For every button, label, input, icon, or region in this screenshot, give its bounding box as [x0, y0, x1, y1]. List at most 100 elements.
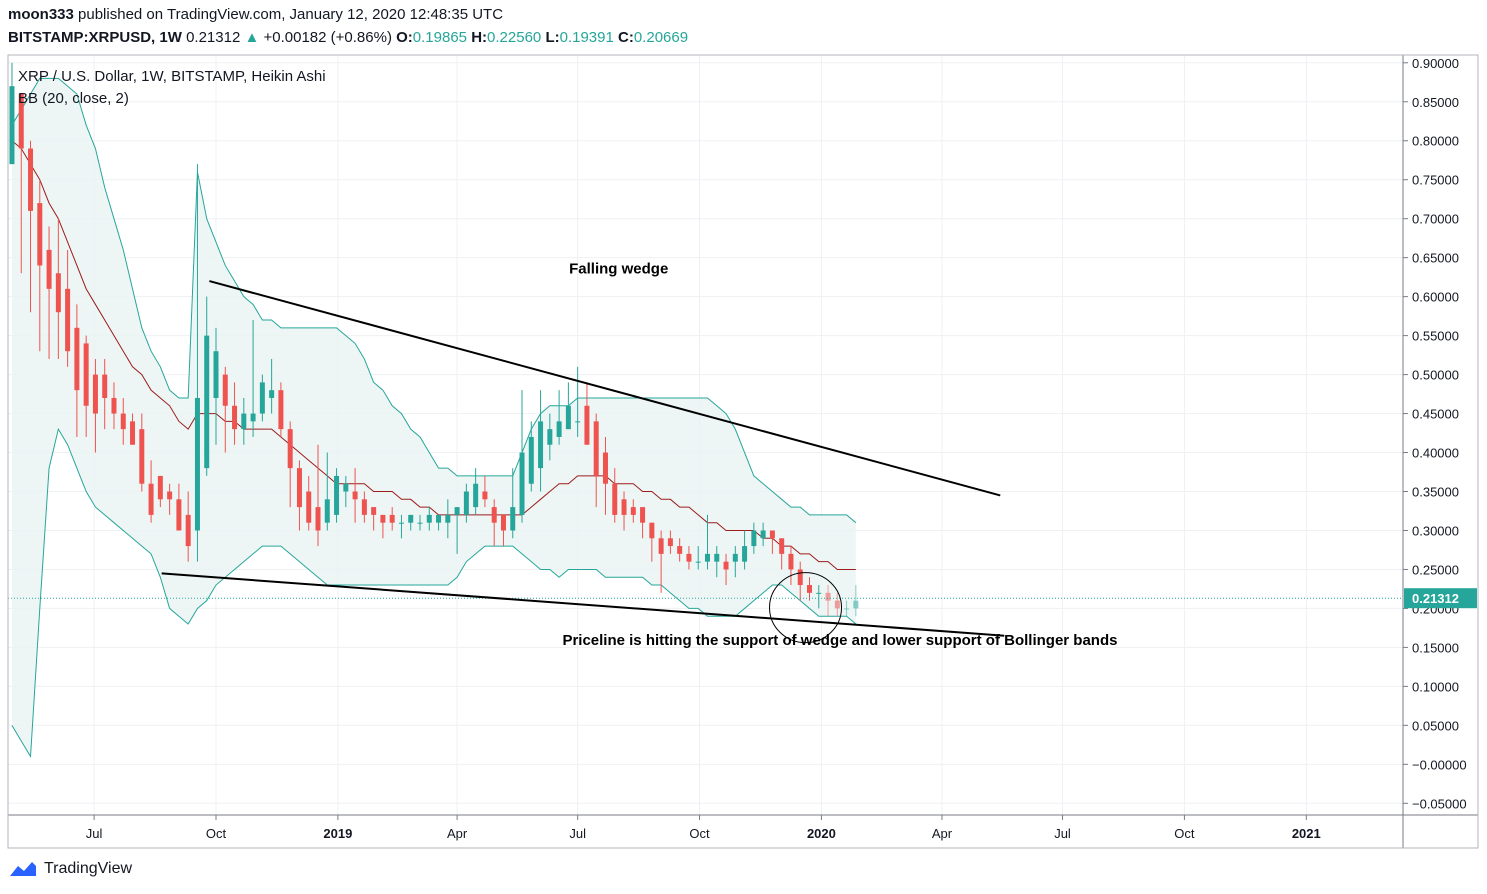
- candle-body: [565, 405, 571, 430]
- candle: [241, 397, 247, 445]
- candle-body: [352, 491, 358, 500]
- candle: [120, 397, 126, 445]
- candle: [185, 491, 191, 562]
- candle-body: [556, 421, 562, 437]
- candle: [519, 390, 525, 523]
- candle: [742, 530, 748, 570]
- candle: [28, 140, 34, 313]
- candle-body: [779, 538, 785, 554]
- price-chart[interactable]: Falling wedge Priceline is hitting the su…: [0, 0, 1487, 860]
- ohlc-h-value: 0.22560: [487, 29, 542, 46]
- candle-body: [667, 538, 673, 547]
- candle: [621, 491, 627, 531]
- publisher-name[interactable]: moon333: [8, 6, 74, 23]
- candle-body: [528, 436, 534, 484]
- ohlc-l-key: L:: [545, 29, 560, 46]
- candle: [259, 374, 265, 422]
- candle-body: [510, 507, 516, 531]
- candle: [612, 468, 618, 523]
- candle: [658, 530, 664, 593]
- candle: [232, 382, 238, 445]
- candle: [454, 507, 460, 554]
- published-text: published on TradingView.com, January 12…: [78, 6, 504, 23]
- candle: [825, 585, 831, 617]
- y-tick-label: 0.90000: [1412, 56, 1459, 71]
- candle-body: [74, 327, 80, 391]
- candle: [306, 475, 312, 531]
- candle-body: [788, 553, 794, 570]
- candle: [528, 421, 534, 492]
- candle: [315, 444, 321, 547]
- y-tick-label: −0.05000: [1412, 796, 1467, 811]
- candle: [130, 413, 136, 445]
- y-tick-label: 0.45000: [1412, 407, 1459, 422]
- candle-body: [853, 600, 859, 609]
- candle: [538, 390, 544, 492]
- candle: [640, 507, 646, 539]
- candle-body: [732, 553, 738, 562]
- candle-body: [473, 483, 479, 508]
- candle-body: [677, 546, 683, 554]
- candle-body: [649, 522, 655, 539]
- candle: [352, 468, 358, 523]
- candle: [779, 538, 785, 570]
- candle-body: [723, 561, 729, 570]
- candle-body: [92, 374, 98, 414]
- candle-body: [130, 421, 136, 445]
- candle-body: [380, 514, 386, 523]
- candle: [723, 553, 729, 586]
- candle: [250, 320, 256, 437]
- candle-body: [232, 405, 238, 430]
- symbol-name: BITSTAMP:XRPUSD, 1W: [8, 29, 182, 46]
- candle: [111, 382, 117, 430]
- candle: [46, 226, 52, 359]
- tradingview-icon: [10, 862, 36, 876]
- candle: [324, 452, 330, 531]
- candle: [74, 304, 80, 437]
- candle-body: [334, 475, 340, 515]
- candle: [547, 413, 553, 461]
- candle: [148, 460, 154, 523]
- candle-body: [742, 546, 748, 562]
- candle-body: [120, 413, 126, 430]
- candle-body: [269, 390, 275, 398]
- candle-body: [83, 343, 89, 406]
- candle-body: [324, 499, 330, 523]
- x-tick-label: Apr: [447, 826, 468, 841]
- candle-body: [102, 374, 108, 398]
- candle-body: [296, 468, 302, 508]
- candle: [361, 491, 367, 523]
- change-text: +0.00182 (+0.86%): [263, 29, 392, 46]
- candle: [602, 436, 608, 515]
- y-tick-label: 0.05000: [1412, 718, 1459, 733]
- ohlc-c-value: 0.20669: [633, 29, 689, 46]
- tradingview-logo[interactable]: TradingView: [8, 860, 132, 878]
- candle-body: [695, 561, 701, 563]
- candle-body: [436, 514, 442, 523]
- candle: [194, 164, 200, 562]
- candle: [806, 577, 812, 601]
- candle: [9, 62, 15, 165]
- candle-body: [538, 421, 544, 469]
- y-tick-label: 0.65000: [1412, 251, 1459, 266]
- last-price-label: 0.21312: [1412, 591, 1459, 606]
- candle: [92, 359, 98, 453]
- candle-body: [408, 514, 414, 523]
- candle-body: [593, 421, 599, 476]
- candle-body: [185, 514, 191, 547]
- ohlc-h-key: H:: [471, 29, 488, 46]
- candle: [37, 179, 43, 352]
- candle: [102, 359, 108, 430]
- symbol-info: BITSTAMP:XRPUSD, 1W 0.21312 ▲ +0.00182 (…: [8, 29, 688, 46]
- candle-body: [278, 390, 284, 430]
- candle-body: [714, 553, 720, 562]
- candle-body: [417, 522, 423, 524]
- publish-info: moon333 published on TradingView.com, Ja…: [8, 6, 503, 23]
- y-tick-label: 0.50000: [1412, 368, 1459, 383]
- candle: [797, 561, 803, 601]
- candle-body: [519, 452, 525, 515]
- candle-body: [825, 592, 831, 601]
- candle: [278, 382, 284, 437]
- y-tick-label: −0.00000: [1412, 757, 1467, 772]
- candle-body: [241, 413, 247, 430]
